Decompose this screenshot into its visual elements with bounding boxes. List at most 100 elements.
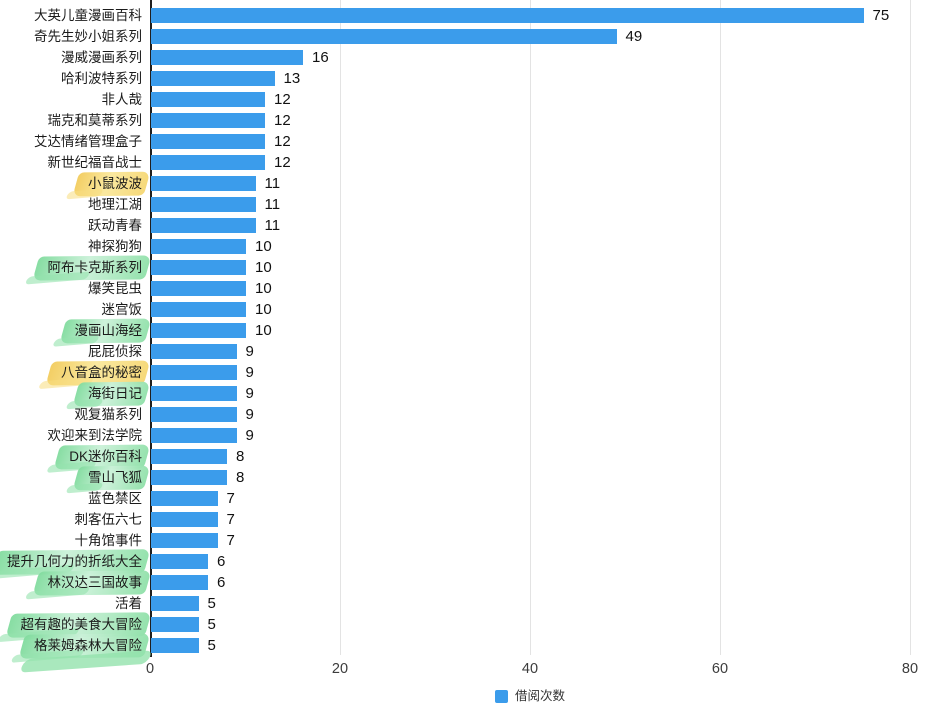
bar-cell: 7	[151, 512, 949, 527]
bar-row: 大英儿童漫画百科 75	[0, 5, 949, 26]
label-cell: 刺客伍六七	[0, 511, 143, 529]
bar[interactable]	[151, 470, 227, 485]
bar-row: 阿布卡克斯系列 10	[0, 257, 949, 278]
category-label: 大英儿童漫画百科	[34, 7, 142, 23]
bar[interactable]	[151, 596, 199, 611]
label-cell: 屁屁侦探	[0, 343, 142, 361]
bar-row: 超有趣的美食大冒险 5	[0, 614, 949, 635]
label-cell: 漫画山海经	[0, 322, 143, 340]
label-cell: 地理江湖	[0, 196, 142, 214]
value-label: 6	[217, 553, 226, 570]
bar[interactable]	[151, 92, 265, 107]
bar[interactable]	[151, 8, 864, 23]
category-label: 观复猫系列	[74, 406, 143, 422]
bar[interactable]	[151, 617, 199, 632]
label-cell: 提升几何力的折纸大全	[0, 553, 142, 571]
bar[interactable]	[151, 323, 246, 338]
bar[interactable]	[151, 50, 303, 65]
bar-row: 林汉达三国故事 6	[0, 572, 949, 593]
bar[interactable]	[151, 344, 237, 359]
bar[interactable]	[151, 239, 246, 254]
value-label: 11	[264, 196, 281, 213]
value-label: 49	[625, 28, 643, 45]
bar-cell: 75	[151, 8, 949, 23]
bar[interactable]	[151, 533, 218, 548]
bar-row: 提升几何力的折纸大全 6	[0, 551, 949, 572]
bar[interactable]	[151, 134, 265, 149]
legend[interactable]: 借阅次数	[150, 690, 910, 703]
bar-row: 蓝色禁区 7	[0, 488, 949, 509]
label-cell: 雪山飞狐	[0, 469, 142, 487]
bar[interactable]	[151, 302, 246, 317]
bar[interactable]	[151, 113, 265, 128]
bar-cell: 6	[151, 575, 949, 590]
label-cell: 艾达情绪管理盒子	[0, 133, 142, 151]
label-cell: 格莱姆森林大冒险	[0, 637, 142, 655]
bar-cell: 9	[151, 428, 949, 443]
bar[interactable]	[151, 575, 208, 590]
label-cell: 漫威漫画系列	[0, 49, 142, 67]
bar-row: 新世纪福音战士 12	[0, 152, 949, 173]
bar[interactable]	[151, 29, 617, 44]
category-label: 八音盒的秘密	[61, 364, 142, 380]
x-tick-label: 80	[901, 661, 919, 677]
x-tick-label: 40	[521, 661, 539, 677]
label-cell: 活着	[0, 595, 142, 613]
value-label: 7	[226, 532, 235, 549]
category-label: 漫威漫画系列	[61, 49, 142, 65]
bar-cell: 9	[151, 407, 949, 422]
bar-row: 神探狗狗 10	[0, 236, 949, 257]
bar-row: 八音盒的秘密 9	[0, 362, 949, 383]
category-label: 小鼠波波	[88, 175, 142, 191]
category-label: 欢迎来到法学院	[47, 427, 143, 443]
legend-swatch-icon	[494, 690, 508, 703]
bar-row: 奇先生妙小姐系列 49	[0, 26, 949, 47]
value-label: 5	[207, 616, 216, 633]
bar-cell: 6	[151, 554, 949, 569]
category-label: 漫画山海经	[74, 322, 143, 338]
label-cell: 欢迎来到法学院	[0, 427, 143, 445]
bar[interactable]	[151, 176, 256, 191]
label-cell: 非人哉	[0, 91, 143, 109]
value-label: 9	[245, 364, 254, 381]
bar[interactable]	[151, 71, 275, 86]
bar[interactable]	[151, 260, 246, 275]
bar-cell: 10	[151, 260, 949, 275]
bar-cell: 9	[151, 365, 949, 380]
bar-cell: 5	[151, 617, 949, 632]
bar[interactable]	[151, 638, 199, 653]
category-label: 林汉达三国故事	[47, 574, 143, 590]
category-label: 奇先生妙小姐系列	[34, 28, 142, 44]
bar-row: 爆笑昆虫 10	[0, 278, 949, 299]
category-label: 格莱姆森林大冒险	[34, 637, 142, 653]
bar-row: 瑞克和莫蒂系列 12	[0, 110, 949, 131]
bar[interactable]	[151, 281, 246, 296]
bar-row: 哈利波特系列 13	[0, 68, 949, 89]
value-label: 9	[245, 427, 254, 444]
label-cell: 观复猫系列	[0, 406, 143, 424]
label-cell: 超有趣的美食大冒险	[0, 616, 143, 634]
value-label: 7	[226, 490, 235, 507]
bar[interactable]	[151, 554, 208, 569]
x-axis: 0 20 40 60 80	[0, 661, 949, 679]
bar[interactable]	[151, 386, 237, 401]
bar-row: 活着 5	[0, 593, 949, 614]
bar-cell: 12	[151, 134, 949, 149]
bar[interactable]	[151, 449, 227, 464]
bar-cell: 16	[151, 50, 949, 65]
bar[interactable]	[151, 512, 218, 527]
bar[interactable]	[151, 155, 265, 170]
bar[interactable]	[151, 491, 218, 506]
bar[interactable]	[151, 218, 256, 233]
value-label: 75	[872, 7, 890, 24]
bar[interactable]	[151, 197, 256, 212]
label-cell: 林汉达三国故事	[0, 574, 143, 592]
bar[interactable]	[151, 365, 237, 380]
category-label: 蓝色禁区	[88, 490, 142, 506]
bar-cell: 8	[151, 449, 949, 464]
bar[interactable]	[151, 407, 237, 422]
bar-cell: 7	[151, 533, 949, 548]
bar-cell: 13	[151, 71, 949, 86]
value-label: 10	[255, 280, 272, 297]
bar[interactable]	[151, 428, 237, 443]
